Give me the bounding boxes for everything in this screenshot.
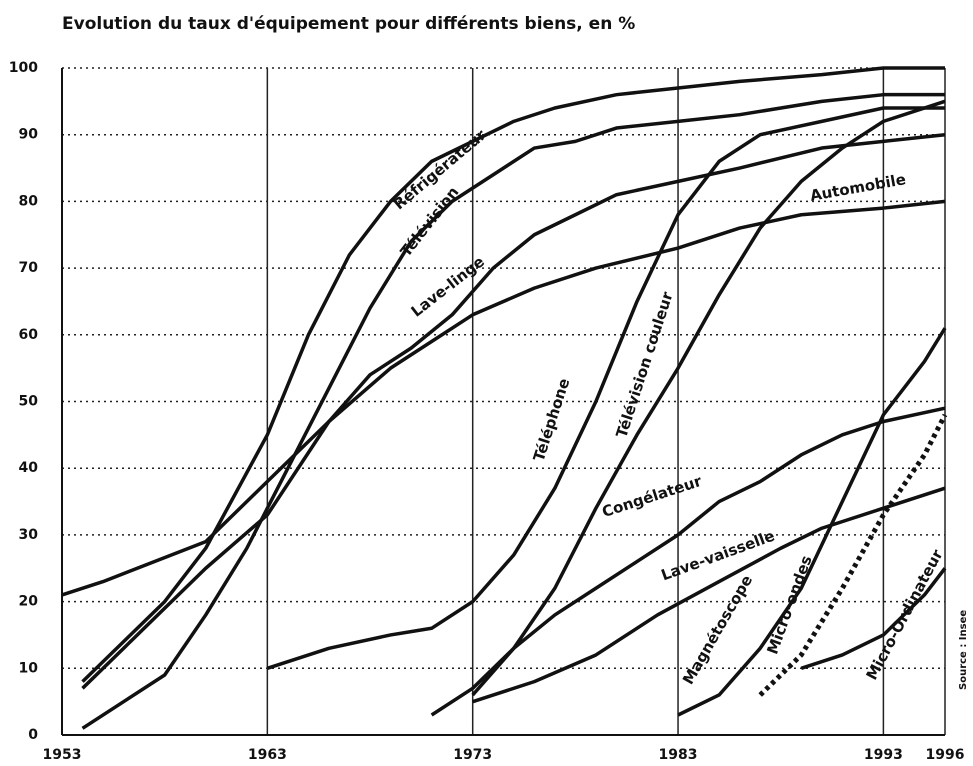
series-label: Télévision couleur	[612, 289, 676, 440]
y-tick-label: 0	[28, 727, 38, 743]
series-label: Micro-Ordinateur	[863, 546, 947, 683]
chart-title: Evolution du taux d'équipement pour diff…	[62, 14, 635, 34]
chart: Evolution du taux d'équipement pour diff…	[0, 0, 973, 766]
series-label: Automobile	[809, 170, 908, 205]
y-tick-label: 80	[19, 193, 39, 209]
x-tick-label: 1953	[43, 747, 82, 763]
series-label: Magnétoscope	[679, 572, 756, 688]
series-line	[760, 415, 945, 695]
y-tick-label: 60	[19, 327, 39, 343]
y-tick-label: 40	[19, 460, 39, 476]
x-tick-label: 1993	[864, 747, 903, 763]
series-line	[678, 328, 945, 715]
y-tick-label: 10	[19, 660, 39, 676]
y-tick-label: 50	[19, 394, 39, 410]
y-tick-label: 70	[19, 260, 39, 276]
series-label: Congélateur	[600, 472, 705, 521]
series-label: Téléphone	[530, 376, 574, 464]
y-tick-label: 90	[19, 127, 39, 143]
source-note: Source : Insee	[958, 610, 969, 690]
y-tick-label: 30	[19, 527, 39, 543]
x-tick-label: 1973	[453, 747, 492, 763]
x-tick-label: 1963	[248, 747, 287, 763]
x-tick-label: 1983	[659, 747, 698, 763]
y-tick-label: 100	[9, 60, 38, 76]
x-tick-label: 1996	[926, 747, 965, 763]
y-tick-label: 20	[19, 594, 39, 610]
